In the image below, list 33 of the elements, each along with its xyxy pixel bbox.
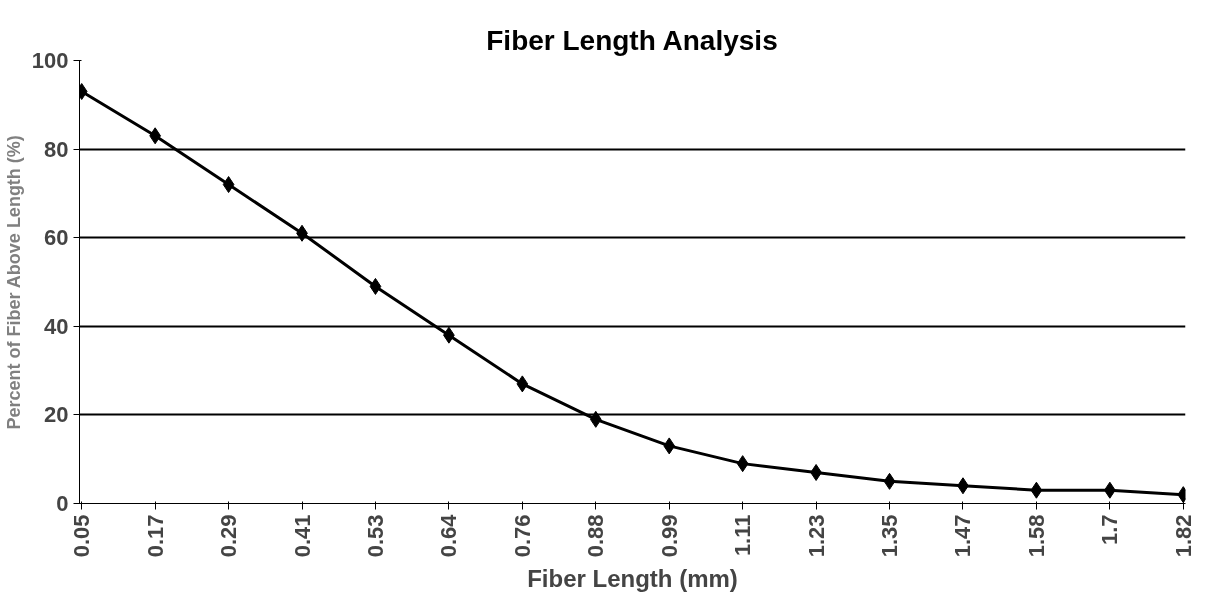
x-axis-title: Fiber Length (mm) <box>527 565 738 593</box>
x-tick-label: 0.53 <box>362 514 388 558</box>
y-axis-title: Percent of Fiber Above Length (%) <box>3 135 24 430</box>
x-tick-label: 0.76 <box>509 514 535 558</box>
x-tick-label: 0.41 <box>289 514 315 558</box>
y-tick-label: 80 <box>44 136 69 162</box>
y-tick-label: 0 <box>56 491 69 516</box>
y-tick-label: 60 <box>44 225 69 251</box>
point <box>369 277 382 295</box>
chart-title: Fiber Length Analysis <box>486 24 778 56</box>
x-tick-label: 0.64 <box>436 513 462 558</box>
x-tick-label: 1.23 <box>803 514 829 558</box>
x-tick-label: 0.88 <box>583 514 609 558</box>
x-tick-label: 1.58 <box>1023 514 1049 558</box>
x-tick-label: 1.82 <box>1170 514 1196 558</box>
point <box>516 375 529 393</box>
x-tick-label: 0.17 <box>142 514 168 558</box>
point <box>663 437 676 455</box>
x-tick-label: 0.99 <box>656 514 682 558</box>
point <box>736 455 749 473</box>
x-tick-label: 1.11 <box>730 514 756 557</box>
x-tick-label: 0.05 <box>69 514 95 558</box>
point <box>589 410 602 428</box>
y-tick-label: 100 <box>31 48 69 73</box>
x-tick-label: 1.35 <box>877 514 903 558</box>
x-tick-label: 1.47 <box>950 514 976 558</box>
x-tick-label: 0.29 <box>216 514 242 558</box>
point <box>222 176 235 194</box>
point <box>883 472 896 490</box>
y-tick-label: 20 <box>44 402 69 428</box>
point <box>1030 481 1043 499</box>
x-tick-label: 1.7 <box>1097 514 1123 546</box>
y-tick-label: 40 <box>44 313 69 339</box>
